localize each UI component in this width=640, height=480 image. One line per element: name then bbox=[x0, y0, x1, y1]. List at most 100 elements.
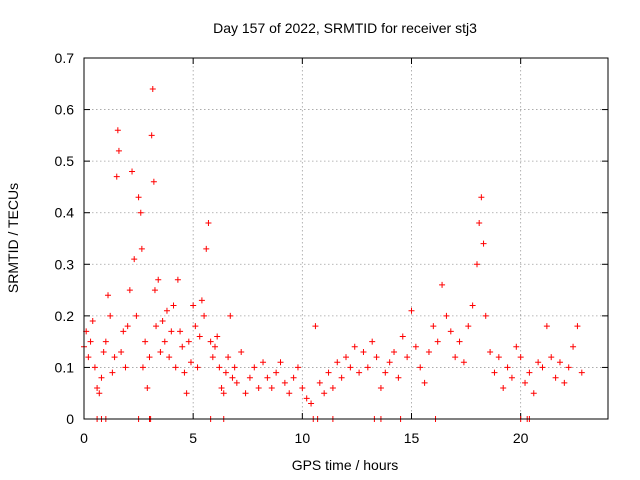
data-point bbox=[161, 338, 168, 345]
data-point bbox=[404, 354, 411, 361]
data-point bbox=[87, 338, 94, 345]
data-point bbox=[578, 369, 585, 376]
data-point bbox=[347, 364, 354, 371]
data-point bbox=[251, 364, 258, 371]
data-point bbox=[212, 343, 218, 350]
data-point bbox=[150, 178, 157, 185]
data-point bbox=[386, 359, 393, 366]
data-point bbox=[187, 359, 194, 366]
data-point bbox=[548, 354, 555, 361]
data-point bbox=[360, 348, 367, 355]
y-tick-label: 0.1 bbox=[55, 359, 75, 375]
data-point bbox=[98, 374, 105, 381]
data-point bbox=[517, 354, 524, 361]
data-point bbox=[356, 369, 363, 376]
data-point bbox=[425, 348, 432, 355]
data-point bbox=[192, 323, 199, 330]
data-point bbox=[174, 276, 181, 283]
data-point bbox=[526, 369, 533, 376]
data-point bbox=[574, 323, 581, 330]
data-point bbox=[408, 307, 415, 314]
data-point bbox=[535, 359, 542, 366]
data-point bbox=[286, 390, 293, 397]
data-point bbox=[207, 338, 214, 345]
data-point bbox=[395, 374, 402, 381]
data-point bbox=[522, 379, 529, 386]
y-tick-label: 0 bbox=[66, 411, 74, 427]
data-point bbox=[452, 354, 459, 361]
data-point bbox=[343, 354, 349, 361]
data-point bbox=[329, 385, 336, 392]
data-point bbox=[369, 338, 376, 345]
data-point bbox=[570, 343, 577, 350]
data-point bbox=[417, 364, 424, 371]
data-point bbox=[151, 287, 158, 294]
data-point bbox=[421, 379, 428, 386]
x-tick-labels: 0 5 10 15 20 bbox=[80, 430, 529, 446]
data-point bbox=[246, 374, 253, 381]
data-point bbox=[205, 220, 212, 227]
data-point bbox=[114, 127, 121, 134]
data-point bbox=[474, 261, 480, 268]
data-point bbox=[312, 323, 319, 330]
data-point bbox=[316, 379, 323, 386]
data-point bbox=[238, 348, 245, 355]
data-point bbox=[242, 390, 249, 397]
data-point bbox=[338, 374, 345, 381]
data-point bbox=[504, 364, 511, 371]
data-point bbox=[290, 374, 297, 381]
data-point bbox=[334, 359, 341, 366]
data-point bbox=[377, 385, 384, 392]
data-point bbox=[129, 168, 136, 175]
data-point bbox=[194, 364, 201, 371]
y-tick-label: 0.5 bbox=[55, 153, 75, 169]
data-point bbox=[118, 348, 125, 355]
data-point bbox=[273, 369, 280, 376]
x-axis-label: GPS time / hours bbox=[292, 457, 399, 473]
data-point bbox=[144, 385, 151, 392]
data-point bbox=[351, 343, 358, 350]
data-point bbox=[480, 240, 487, 247]
data-point bbox=[447, 328, 454, 335]
data-point bbox=[465, 323, 472, 330]
data-point bbox=[146, 354, 153, 361]
data-point bbox=[139, 364, 146, 371]
data-point bbox=[135, 194, 142, 201]
data-point bbox=[561, 379, 568, 386]
data-point bbox=[513, 343, 520, 350]
data-point bbox=[91, 364, 98, 371]
data-point bbox=[111, 354, 118, 361]
data-point bbox=[133, 312, 140, 319]
data-point bbox=[166, 354, 173, 361]
data-point bbox=[460, 359, 467, 366]
data-point bbox=[434, 338, 441, 345]
data-point bbox=[124, 323, 131, 330]
data-point bbox=[495, 354, 502, 361]
data-point bbox=[225, 354, 232, 361]
data-point bbox=[102, 338, 109, 345]
x-tick-label: 20 bbox=[513, 430, 529, 446]
data-point bbox=[155, 276, 162, 283]
data-point bbox=[89, 318, 96, 325]
y-tick-label: 0.6 bbox=[55, 102, 75, 118]
data-point bbox=[198, 297, 205, 304]
data-point bbox=[120, 328, 127, 335]
data-points bbox=[81, 85, 585, 407]
data-point bbox=[183, 390, 190, 397]
data-point bbox=[482, 312, 489, 319]
data-point bbox=[552, 374, 559, 381]
data-point bbox=[172, 364, 179, 371]
data-point bbox=[443, 312, 450, 319]
data-point bbox=[500, 385, 507, 392]
data-point bbox=[159, 318, 166, 325]
plot-frame bbox=[83, 57, 609, 420]
data-point bbox=[229, 374, 236, 381]
data-point bbox=[227, 312, 234, 319]
data-point bbox=[487, 348, 494, 355]
data-point bbox=[209, 354, 216, 361]
data-point bbox=[96, 390, 103, 397]
data-point bbox=[294, 364, 301, 371]
data-point bbox=[126, 287, 133, 294]
data-point bbox=[478, 194, 485, 201]
